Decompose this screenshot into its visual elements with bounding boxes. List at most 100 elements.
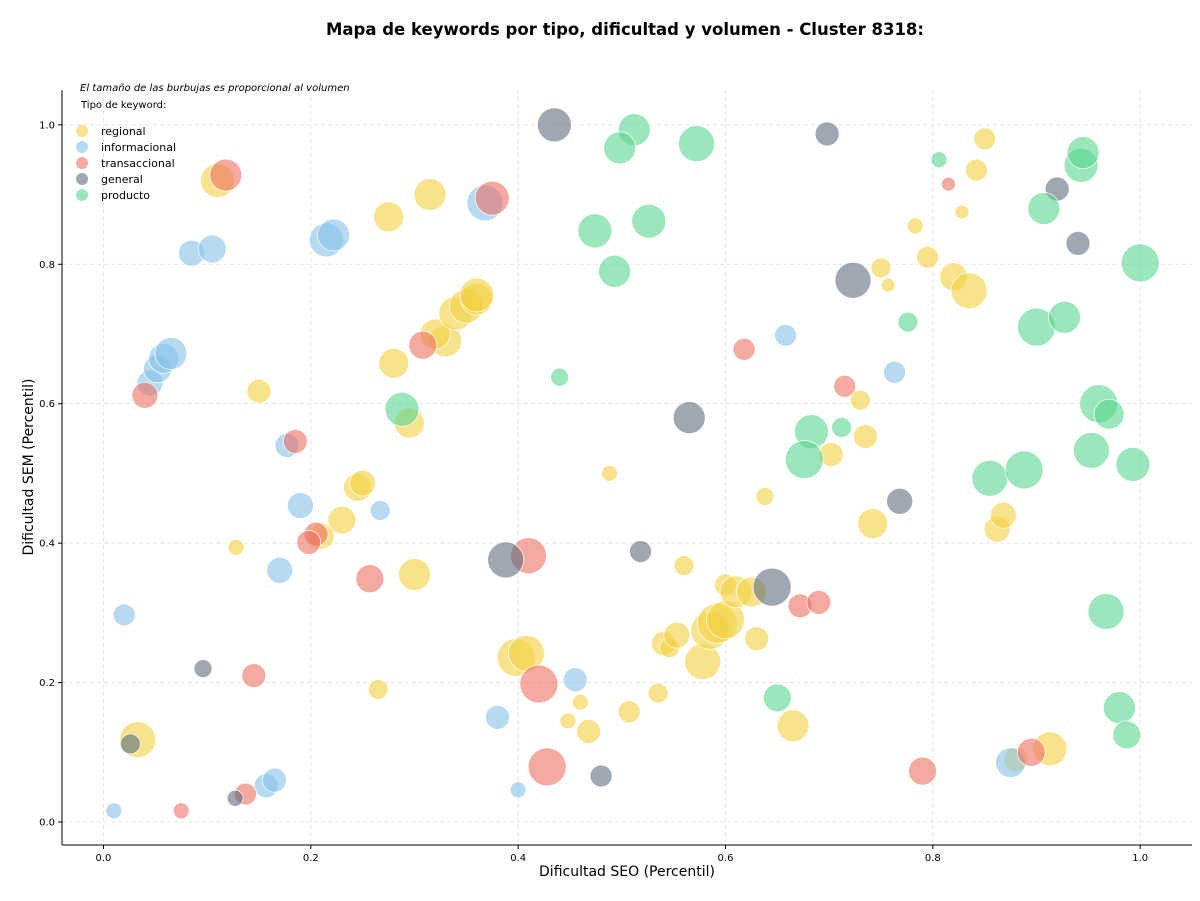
bubble-regional <box>459 277 495 313</box>
bubble-producto <box>831 417 852 438</box>
x-ticks: 0.0 0.2 0.4 0.6 0.8 1.0 <box>96 845 1148 864</box>
bubble-transaccional <box>241 663 267 688</box>
bubble-transaccional <box>282 429 308 454</box>
bubble-regional <box>755 487 775 506</box>
bubble-producto <box>1027 192 1061 225</box>
bubble-general <box>193 659 213 678</box>
bubble-informacional <box>287 492 314 519</box>
bubble-informacional <box>509 781 527 799</box>
legend-label-producto: producto <box>101 189 150 202</box>
bubble-producto <box>930 151 948 169</box>
y-tick-label: 0.0 <box>39 817 55 828</box>
x-tick-label: 0.4 <box>510 853 526 864</box>
bubble-general <box>120 733 141 755</box>
bubble-transaccional <box>806 590 832 615</box>
bubble-transaccional <box>131 381 159 409</box>
bubble-transaccional <box>408 330 438 360</box>
bubble-regional <box>327 505 357 535</box>
x-tick-label: 0.0 <box>96 853 112 864</box>
series-informacional <box>105 184 1026 820</box>
bubble-regional <box>880 277 896 293</box>
bubble-producto <box>1115 447 1151 482</box>
bubble-producto <box>1087 593 1125 630</box>
bubble-general <box>886 487 914 515</box>
bubble-regional <box>373 201 404 233</box>
bubble-regional <box>647 682 669 704</box>
bubble-regional <box>367 679 389 700</box>
legend-title: Tipo de keyword: <box>80 100 166 111</box>
bubble-transaccional <box>732 337 756 361</box>
bubble-regional <box>663 621 691 649</box>
bubble-regional <box>906 217 924 235</box>
bubble-regional <box>916 245 939 269</box>
bubble-regional <box>246 378 272 404</box>
bubble-regional <box>989 501 1017 529</box>
bubble-producto <box>577 213 613 249</box>
grid-lines <box>62 90 1192 845</box>
bubble-producto <box>384 391 420 427</box>
bubble-informacional <box>262 767 287 793</box>
x-tick-label: 0.2 <box>303 853 319 864</box>
bubble-regional <box>954 204 970 220</box>
bubble-informacional <box>105 802 123 820</box>
bubble-transaccional <box>1016 737 1046 767</box>
legend-label-transaccional: transaccional <box>101 157 175 170</box>
y-tick-label: 0.2 <box>39 678 55 689</box>
bubble-general <box>834 261 872 299</box>
y-ticks: 0.0 0.2 0.4 0.6 0.8 1.0 <box>39 120 62 828</box>
x-axis-title: Dificultad SEO (Percentil) <box>539 864 715 880</box>
bubble-regional <box>857 508 889 539</box>
bubble-general <box>537 107 572 143</box>
bubble-regional <box>601 465 618 482</box>
bubble-informacional <box>154 337 188 370</box>
y-tick-label: 0.8 <box>39 260 55 271</box>
axes <box>61 90 1192 846</box>
bubble-informacional <box>883 360 906 384</box>
bubble-producto <box>1093 398 1125 430</box>
bubble-regional <box>776 709 810 743</box>
bubble-transaccional <box>296 530 322 555</box>
bubble-transaccional <box>172 802 190 820</box>
bubble-regional <box>571 693 589 711</box>
bubble-regional <box>673 555 695 576</box>
bubble-general <box>814 121 840 147</box>
bubble-producto <box>1066 136 1100 170</box>
x-tick-label: 1.0 <box>1132 853 1148 864</box>
x-tick-label: 0.6 <box>718 853 734 864</box>
bubble-size-note: El tamaño de las burbujas es proporciona… <box>80 83 350 94</box>
bubble-general <box>589 764 613 788</box>
bubble-regional <box>576 719 601 744</box>
bubble-layer <box>105 107 1160 820</box>
bubble-regional <box>870 257 892 279</box>
bubble-informacional <box>197 234 227 264</box>
legend-label-informacional: informacional <box>101 141 176 154</box>
series-producto <box>384 113 1160 750</box>
bubble-producto <box>1048 300 1081 334</box>
legend-marker-producto <box>76 189 88 201</box>
bubble-producto <box>1120 243 1160 283</box>
bubble-informacional <box>112 603 136 627</box>
bubble-regional <box>965 158 988 182</box>
legend-label-regional: regional <box>101 125 146 138</box>
bubble-informacional <box>774 324 797 347</box>
y-axis-title: Dificultad SEM (Percentil) <box>21 379 37 556</box>
bubble-regional <box>849 389 871 411</box>
bubble-regional <box>744 626 769 651</box>
bubble-producto <box>762 683 792 713</box>
bubble-producto <box>897 311 919 333</box>
bubble-producto <box>784 440 824 479</box>
legend-marker-general <box>76 173 88 185</box>
bubble-transaccional <box>941 176 956 192</box>
bubble-general <box>1065 231 1091 256</box>
series-general <box>120 107 1091 807</box>
y-tick-label: 1.0 <box>39 120 55 131</box>
bubble-informacional <box>562 667 588 693</box>
bubble-general <box>629 540 652 563</box>
bubble-producto <box>1004 450 1044 490</box>
bubble-general <box>672 401 706 435</box>
bubble-general <box>226 789 244 807</box>
bubble-producto <box>598 254 631 288</box>
bubble-regional <box>559 712 577 730</box>
bubble-informacional <box>317 218 350 252</box>
y-tick-label: 0.4 <box>39 539 55 550</box>
